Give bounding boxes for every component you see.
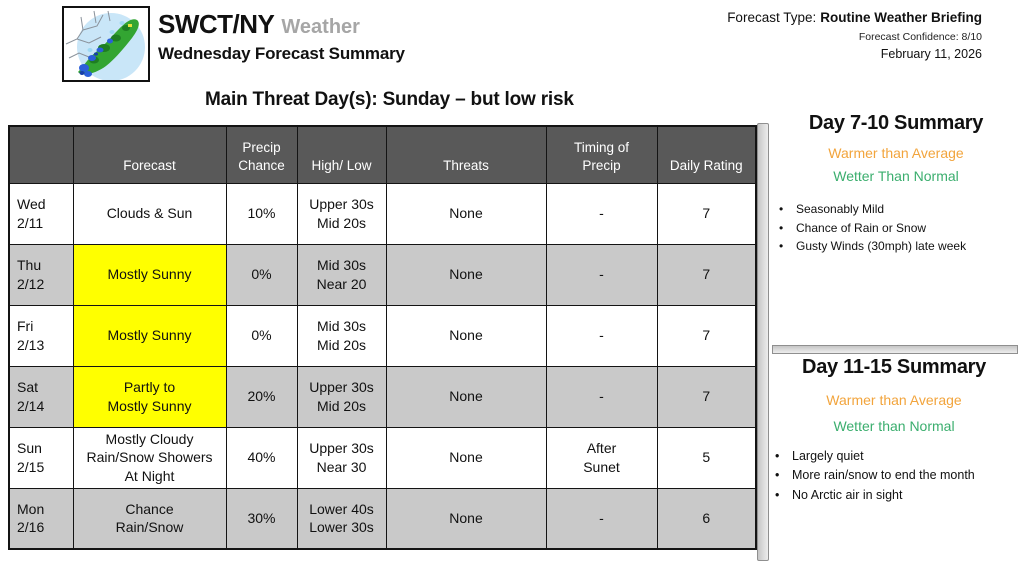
cell-day: Fri 2/13: [8, 304, 74, 367]
summary-bullet: Chance of Rain or Snow: [772, 221, 1020, 237]
cell-threats: None: [385, 365, 547, 428]
cell-precip-chance: 10%: [225, 182, 298, 245]
column-header: Timing of Precip: [545, 125, 658, 184]
cell-day: Sun 2/15: [8, 426, 74, 489]
vertical-divider-bar: [757, 123, 769, 561]
cell-forecast: Clouds & Sun: [72, 182, 227, 245]
cell-day: Thu 2/12: [8, 243, 74, 306]
forecast-type-label: Forecast Type:: [727, 10, 817, 25]
cell-threats: None: [385, 243, 547, 306]
column-header: Threats: [385, 125, 547, 184]
slide-subtitle: Wednesday Forecast Summary: [158, 44, 405, 64]
day-7-10-summary-panel: Day 7-10 Summary Warmer than Average Wet…: [772, 112, 1020, 258]
day-11-15-precip-outlook: Wetter than Normal: [833, 418, 955, 434]
day-7-10-title: Day 7-10 Summary: [808, 112, 984, 134]
column-header: High/ Low: [296, 125, 387, 184]
day-11-15-temperature-outlook: Warmer than Average: [826, 392, 962, 408]
table-body: Wed 2/11 Clouds & Sun 10% Upper 30s Mid 20s…: [8, 182, 757, 550]
cell-daily-rating: 7: [656, 365, 757, 428]
cell-daily-rating: 7: [656, 243, 757, 306]
table-row: Thu 2/12 Mostly Sunny 0% Mid 30s Near 20 Non…: [8, 243, 757, 306]
summary-bullet: No Arctic air in sight: [768, 487, 1020, 504]
table-row: Fri 2/13 Mostly Sunny 0% Mid 30s Mid 20s Non…: [8, 304, 757, 367]
cell-high-low: Upper 30s Mid 20s: [296, 182, 387, 245]
column-header: Forecast: [72, 125, 227, 184]
day-11-15-bullet-list: Largely quiet More rain/snow to end the m…: [768, 448, 1020, 503]
cell-daily-rating: 5: [656, 426, 757, 489]
table-row: Sat 2/14 Partly to Mostly Sunny 20% Upper 3…: [8, 365, 757, 428]
column-header: Daily Rating: [656, 125, 757, 184]
forecast-table: Forecast Precip Chance High/ Low Threats Tim…: [8, 125, 757, 550]
cell-high-low: Lower 40s Lower 30s: [296, 487, 387, 550]
cell-precip-chance: 30%: [225, 487, 298, 550]
cell-forecast: Mostly Sunny: [72, 243, 227, 306]
cell-daily-rating: 7: [656, 304, 757, 367]
table-row: Sun 2/15 Mostly Cloudy Rain/Snow Showers …: [8, 426, 757, 489]
forecast-type-line: Forecast Type: Routine Weather Briefing: [727, 10, 982, 26]
day-7-10-bullet-list: Seasonably Mild Chance of Rain or Snow Gus…: [772, 202, 1020, 255]
column-header: Precip Chance: [225, 125, 298, 184]
cell-forecast: Chance Rain/Snow: [72, 487, 227, 550]
cell-precip-chance: 0%: [225, 304, 298, 367]
cell-forecast: Mostly Cloudy Rain/Snow Showers At Night: [72, 426, 227, 489]
cell-timing: -: [545, 182, 658, 245]
meta-block: Forecast Type: Routine Weather Briefing F…: [727, 10, 982, 61]
horizontal-divider-bar: [772, 345, 1018, 354]
cell-threats: None: [385, 426, 547, 489]
cell-forecast: Partly to Mostly Sunny: [72, 365, 227, 428]
cell-high-low: Upper 30s Mid 20s: [296, 365, 387, 428]
cell-timing: -: [545, 487, 658, 550]
day-11-15-title: Day 11-15 Summary: [802, 356, 986, 378]
brand-title-line: SWCT/NY Weather: [158, 9, 405, 39]
brand: SWCT/NY Weather Wednesday Forecast Summar…: [158, 9, 405, 64]
day-11-15-summary-panel: Day 11-15 Summary Warmer than Average We…: [768, 356, 1020, 506]
cell-precip-chance: 40%: [225, 426, 298, 489]
cell-day: Mon 2/16: [8, 487, 74, 550]
cell-threats: None: [385, 487, 547, 550]
cell-high-low: Mid 30s Mid 20s: [296, 304, 387, 367]
cell-daily-rating: 7: [656, 182, 757, 245]
forecast-type-value: Routine Weather Briefing: [820, 10, 982, 25]
cell-timing: -: [545, 243, 658, 306]
radar-logo: [62, 6, 150, 82]
cell-timing: After Sunet: [545, 426, 658, 489]
cell-precip-chance: 20%: [225, 365, 298, 428]
cell-high-low: Mid 30s Near 20: [296, 243, 387, 306]
cell-precip-chance: 0%: [225, 243, 298, 306]
cell-day: Sat 2/14: [8, 365, 74, 428]
column-header: [8, 125, 74, 184]
cell-high-low: Upper 30s Near 30: [296, 426, 387, 489]
table-row: Mon 2/16 Chance Rain/Snow 30% Lower 40s Low…: [8, 487, 757, 550]
summary-bullet: Gusty Winds (30mph) late week: [772, 239, 1020, 255]
cell-timing: -: [545, 304, 658, 367]
cell-forecast: Mostly Sunny: [72, 304, 227, 367]
brand-title: SWCT/NY: [158, 9, 275, 39]
table-header-row: Forecast Precip Chance High/ Low Threats Tim…: [8, 125, 757, 184]
brand-accent: Weather: [281, 16, 360, 38]
cell-daily-rating: 6: [656, 487, 757, 550]
day-7-10-temperature-outlook: Warmer than Average: [828, 145, 964, 161]
briefing-date: February 11, 2026: [880, 46, 982, 61]
table-row: Wed 2/11 Clouds & Sun 10% Upper 30s Mid 20s…: [8, 182, 757, 245]
cell-timing: -: [545, 365, 658, 428]
summary-bullet: Largely quiet: [768, 448, 1020, 465]
day-7-10-precip-outlook: Wetter Than Normal: [833, 168, 959, 184]
summary-bullet: Seasonably Mild: [772, 202, 1020, 218]
forecast-confidence: Forecast Confidence: 8/10: [858, 30, 982, 43]
summary-bullet: More rain/snow to end the month: [768, 467, 1020, 484]
cell-threats: None: [385, 182, 547, 245]
main-threat-headline: Main Threat Day(s): Sunday – but low ris…: [205, 89, 574, 110]
cell-day: Wed 2/11: [8, 182, 74, 245]
radar-map-icon: [64, 8, 148, 80]
cell-threats: None: [385, 304, 547, 367]
